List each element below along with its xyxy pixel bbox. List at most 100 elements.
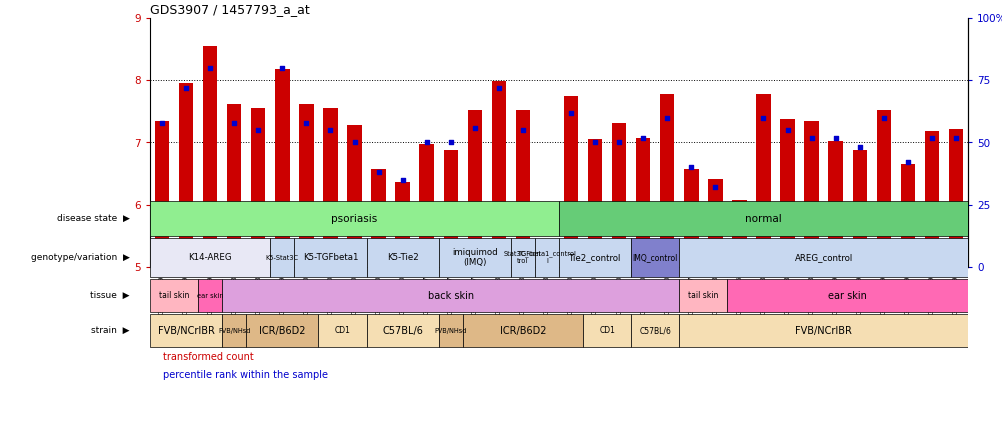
- Text: C57BL/6: C57BL/6: [638, 326, 670, 335]
- FancyBboxPatch shape: [558, 201, 967, 236]
- Bar: [443, 150, 458, 267]
- Bar: [587, 139, 602, 267]
- Text: GDS3907 / 1457793_a_at: GDS3907 / 1457793_a_at: [150, 3, 310, 16]
- Text: FVB/NHsd: FVB/NHsd: [217, 328, 250, 333]
- Text: tail skin: tail skin: [158, 291, 189, 300]
- FancyBboxPatch shape: [366, 238, 438, 277]
- Point: [755, 114, 771, 121]
- Point: [634, 134, 650, 141]
- Text: percentile rank within the sample: percentile rank within the sample: [163, 370, 328, 381]
- FancyBboxPatch shape: [245, 314, 318, 347]
- Text: K5-Stat3C: K5-Stat3C: [266, 254, 299, 261]
- Bar: [804, 121, 818, 267]
- Point: [418, 139, 434, 146]
- Point: [346, 139, 362, 146]
- Point: [370, 169, 386, 176]
- FancyBboxPatch shape: [198, 279, 222, 312]
- Text: C57BL/6: C57BL/6: [382, 325, 423, 336]
- FancyBboxPatch shape: [726, 279, 967, 312]
- Bar: [756, 94, 770, 267]
- Point: [322, 127, 338, 134]
- Bar: [828, 141, 842, 267]
- FancyBboxPatch shape: [558, 238, 630, 277]
- Text: disease state  ▶: disease state ▶: [57, 214, 130, 223]
- Text: CD1: CD1: [335, 326, 350, 335]
- Text: FVB/NCrIBR: FVB/NCrIBR: [795, 325, 852, 336]
- Point: [202, 64, 218, 71]
- Bar: [707, 178, 721, 267]
- Bar: [876, 110, 890, 267]
- Bar: [250, 108, 266, 267]
- Text: normal: normal: [744, 214, 782, 223]
- Text: CD1: CD1: [598, 326, 614, 335]
- FancyBboxPatch shape: [270, 238, 294, 277]
- FancyBboxPatch shape: [510, 238, 534, 277]
- Text: ICR/B6D2: ICR/B6D2: [259, 325, 306, 336]
- Bar: [491, 82, 506, 267]
- Bar: [202, 46, 217, 267]
- Point: [226, 119, 242, 126]
- Bar: [395, 182, 410, 267]
- Bar: [154, 121, 169, 267]
- Text: transformed count: transformed count: [163, 353, 254, 362]
- FancyBboxPatch shape: [438, 238, 510, 277]
- Text: imiquimod
(IMQ): imiquimod (IMQ): [452, 248, 497, 267]
- Bar: [900, 164, 914, 267]
- Bar: [467, 110, 482, 267]
- Bar: [347, 125, 362, 267]
- FancyBboxPatch shape: [630, 314, 678, 347]
- Point: [706, 184, 722, 191]
- Point: [586, 139, 602, 146]
- Text: Stat3C_con
trol: Stat3C_con trol: [504, 250, 541, 264]
- FancyBboxPatch shape: [678, 314, 967, 347]
- FancyBboxPatch shape: [678, 238, 967, 277]
- Bar: [683, 169, 697, 267]
- Point: [610, 139, 626, 146]
- Point: [394, 176, 410, 183]
- Point: [730, 201, 746, 208]
- Bar: [178, 83, 193, 267]
- Point: [562, 109, 578, 116]
- Bar: [659, 94, 673, 267]
- FancyBboxPatch shape: [150, 238, 270, 277]
- Point: [947, 134, 963, 141]
- Bar: [924, 131, 938, 267]
- Text: K14-AREG: K14-AREG: [188, 253, 231, 262]
- Point: [154, 119, 170, 126]
- Bar: [299, 104, 314, 267]
- Point: [538, 209, 554, 216]
- FancyBboxPatch shape: [630, 238, 678, 277]
- Text: AREG_control: AREG_control: [794, 253, 852, 262]
- Text: ear skin: ear skin: [828, 290, 867, 301]
- FancyBboxPatch shape: [222, 279, 678, 312]
- Text: strain  ▶: strain ▶: [91, 326, 130, 335]
- Bar: [539, 239, 554, 267]
- Text: K5-Tie2: K5-Tie2: [387, 253, 418, 262]
- Point: [803, 134, 819, 141]
- Text: IMQ_control: IMQ_control: [632, 253, 677, 262]
- Text: K5-TGFbeta1: K5-TGFbeta1: [303, 253, 358, 262]
- Bar: [563, 96, 578, 267]
- FancyBboxPatch shape: [294, 238, 366, 277]
- Text: psoriasis: psoriasis: [331, 214, 377, 223]
- Text: tissue  ▶: tissue ▶: [90, 291, 130, 300]
- Point: [442, 139, 458, 146]
- Point: [779, 127, 795, 134]
- Point: [851, 144, 867, 151]
- Point: [682, 164, 698, 171]
- Bar: [371, 169, 386, 267]
- FancyBboxPatch shape: [222, 314, 245, 347]
- Point: [899, 159, 915, 166]
- Point: [514, 127, 530, 134]
- Bar: [419, 144, 434, 267]
- Point: [274, 64, 290, 71]
- Point: [875, 114, 891, 121]
- FancyBboxPatch shape: [318, 314, 366, 347]
- Text: tail skin: tail skin: [687, 291, 717, 300]
- Point: [827, 134, 843, 141]
- Text: genotype/variation  ▶: genotype/variation ▶: [31, 253, 130, 262]
- FancyBboxPatch shape: [366, 314, 438, 347]
- Text: ICR/B6D2: ICR/B6D2: [499, 325, 546, 336]
- Bar: [275, 69, 290, 267]
- Text: ear skin: ear skin: [196, 293, 223, 298]
